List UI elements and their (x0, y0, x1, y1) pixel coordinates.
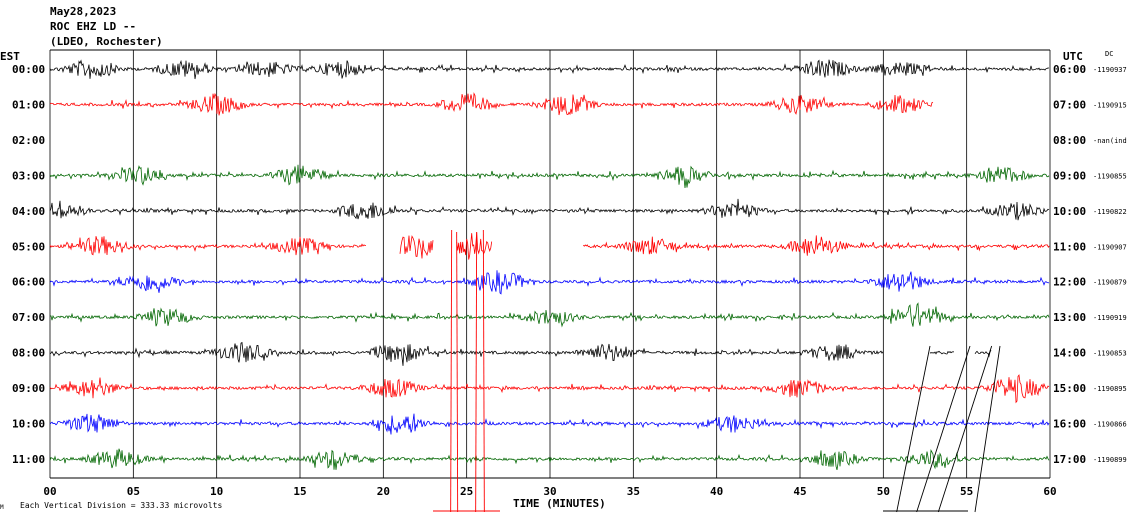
dc-value: -1190855 (1093, 172, 1127, 180)
est-label: 01:00 (12, 98, 45, 111)
est-label: 09:00 (12, 382, 45, 395)
trace-row-08:00-seg-0 (49, 341, 884, 366)
dc-value: -1190879 (1093, 279, 1127, 287)
est-label: 05:00 (12, 240, 45, 253)
dc-value: -1190822 (1093, 208, 1127, 216)
utc-label: 11:00 (1053, 240, 1086, 253)
utc-label: 08:00 (1053, 134, 1086, 147)
trace-row-00:00-seg-0 (49, 59, 1050, 80)
est-label: 11:00 (12, 453, 45, 466)
x-tick-label-30: 30 (543, 485, 556, 498)
header-date: May28,2023 (50, 5, 116, 18)
est-label: 02:00 (12, 134, 45, 147)
x-tick-label-15: 15 (293, 485, 306, 498)
est-label: 00:00 (12, 63, 45, 76)
dc-value: -1190937 (1093, 66, 1127, 74)
dc-value: -1190899 (1093, 456, 1127, 464)
trace-row-01:00-seg-0 (49, 92, 934, 116)
dc-value: -1190919 (1093, 314, 1127, 322)
trace-row-05:00-seg-3 (583, 235, 1050, 256)
trace-row-04:00-seg-0 (49, 198, 1050, 221)
est-axis-label: EST (0, 50, 20, 63)
x-tick-label-25: 25 (460, 485, 473, 498)
trace-row-05:00-seg-0 (49, 236, 366, 256)
header-station: ROC EHZ LD -- (50, 20, 136, 33)
trace-row-05:00-seg-1 (399, 235, 434, 259)
header-network: (LDEO, Rochester) (50, 35, 163, 48)
utc-label: 12:00 (1053, 276, 1086, 289)
dc-value: -1190907 (1093, 243, 1127, 251)
x-tick-label-20: 20 (377, 485, 390, 498)
utc-label: 17:00 (1053, 453, 1086, 466)
dc-offset-label: DC (1105, 50, 1113, 58)
trace-row-03:00-seg-0 (49, 164, 1050, 189)
seismic-traces (49, 59, 1050, 471)
trace-row-07:00-seg-0 (50, 302, 1050, 328)
event-spikes (433, 229, 1001, 513)
transient-line (916, 345, 971, 513)
event-spike (475, 231, 478, 513)
x-tick-label-35: 35 (627, 485, 640, 498)
est-label: 07:00 (12, 311, 45, 324)
event-spike (482, 229, 485, 513)
x-tick-label-00: 00 (43, 485, 56, 498)
x-tick-label-60: 60 (1043, 485, 1056, 498)
dc-value: -1190915 (1093, 101, 1127, 109)
dc-value: -nan(ind (1093, 137, 1127, 145)
dc-value: -1190853 (1093, 350, 1127, 358)
utc-label: 06:00 (1053, 63, 1086, 76)
x-axis-ticks: 00 05 10 15 20 25 30 35 40 45 50 55 60 (43, 485, 1056, 498)
utc-label: 14:00 (1053, 347, 1086, 360)
trace-row-08:00-seg-1 (929, 350, 955, 355)
trace-row-05:00-seg-2 (456, 232, 493, 260)
est-label: 06:00 (12, 276, 45, 289)
trace-row-10:00-seg-0 (49, 413, 1050, 435)
event-spike (456, 231, 459, 513)
est-label: 10:00 (12, 418, 45, 431)
dc-value: -1190866 (1093, 421, 1127, 429)
scale-note: Each Vertical Division = 333.33 microvol… (20, 501, 222, 510)
x-tick-label-50: 50 (877, 485, 890, 498)
x-tick-label-45: 45 (793, 485, 806, 498)
utc-label: 16:00 (1053, 418, 1086, 431)
est-label: 03:00 (12, 169, 45, 182)
x-tick-label-10: 10 (210, 485, 223, 498)
est-label: 08:00 (12, 347, 45, 360)
utc-label: 09:00 (1053, 169, 1086, 182)
corner-mark: M (0, 504, 4, 511)
event-spike (450, 229, 453, 513)
utc-label: 10:00 (1053, 205, 1086, 218)
trace-row-11:00-seg-0 (49, 448, 1050, 471)
x-axis-label: TIME (MINUTES) (513, 497, 606, 510)
trace-row-08:00-seg-2 (974, 350, 992, 358)
grid-lines (49, 49, 1051, 479)
hour-labels: 00:00 06:00 -1190937 01:00 07:00 -1190915 02:0… (12, 63, 1127, 466)
x-tick-label-05: 05 (127, 485, 140, 498)
trace-row-06:00-seg-0 (49, 270, 1050, 295)
x-tick-label-40: 40 (710, 485, 723, 498)
utc-axis-label: UTC (1063, 50, 1083, 63)
utc-label: 13:00 (1053, 311, 1086, 324)
transient-line (937, 345, 993, 513)
utc-label: 15:00 (1053, 382, 1086, 395)
transient-line (974, 345, 1001, 513)
utc-label: 07:00 (1053, 98, 1086, 111)
x-tick-label-55: 55 (960, 485, 973, 498)
est-label: 04:00 (12, 205, 45, 218)
transient-line (896, 345, 931, 513)
trace-row-09:00-seg-0 (49, 374, 1050, 404)
dc-value: -1190895 (1093, 385, 1127, 393)
